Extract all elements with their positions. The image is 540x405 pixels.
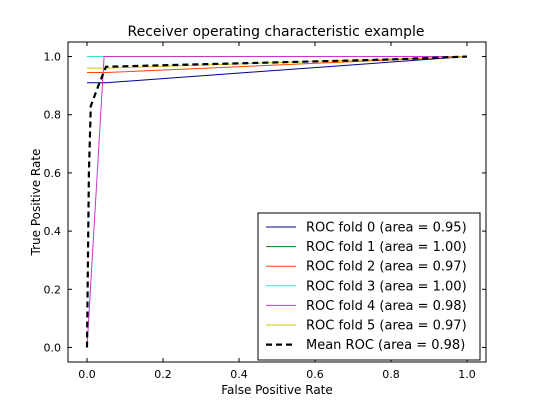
legend: ROC fold 0 (area = 0.95) ROC fold 1 (area…	[257, 212, 481, 361]
x-tick-label: 0.4	[230, 368, 248, 381]
series-line-0	[87, 56, 468, 84]
x-tick-label: 0.2	[154, 368, 172, 381]
legend-box	[257, 212, 481, 361]
series-line-6	[85, 55, 468, 348]
legend-label-0: ROC fold 0 (area = 0.95)	[306, 221, 467, 236]
x-tick-label: 0.8	[382, 368, 400, 381]
y-tick-label: 0.0	[44, 341, 62, 354]
legend-label-4: ROC fold 4 (area = 0.98)	[306, 299, 467, 314]
y-tick-label: 1.0	[44, 51, 62, 64]
chart-title: Receiver operating characteristic exampl…	[127, 24, 424, 40]
y-tick-label: 0.6	[44, 167, 62, 180]
x-tick-label: 0.0	[78, 368, 96, 381]
plot-frame	[67, 41, 487, 363]
legend-label-2: ROC fold 2 (area = 0.97)	[306, 260, 467, 275]
legend-label-1: ROC fold 1 (area = 1.00)	[306, 240, 467, 255]
y-tick-label: 0.2	[44, 283, 62, 296]
series-layer	[85, 55, 468, 348]
series-line-2	[87, 56, 468, 74]
x-axis-label: False Positive Rate	[221, 383, 333, 397]
x-tick-label: 1.0	[458, 368, 476, 381]
tick-layer: 0.0 0.2 0.4 0.6 0.8 1.0 0.0 0.2 0.4 0.6 0.8 1.0	[44, 42, 486, 381]
y-tick-label: 0.8	[44, 109, 62, 122]
legend-label-5: ROC fold 5 (area = 0.97)	[306, 319, 467, 334]
y-tick-label: 0.4	[44, 225, 62, 238]
y-axis-label: True Positive Rate	[29, 149, 43, 257]
legend-label-3: ROC fold 3 (area = 1.00)	[306, 279, 467, 294]
series-line-4	[86, 56, 467, 348]
legend-label-6: Mean ROC (area = 0.98)	[306, 338, 465, 353]
x-tick-label: 0.6	[306, 368, 324, 381]
